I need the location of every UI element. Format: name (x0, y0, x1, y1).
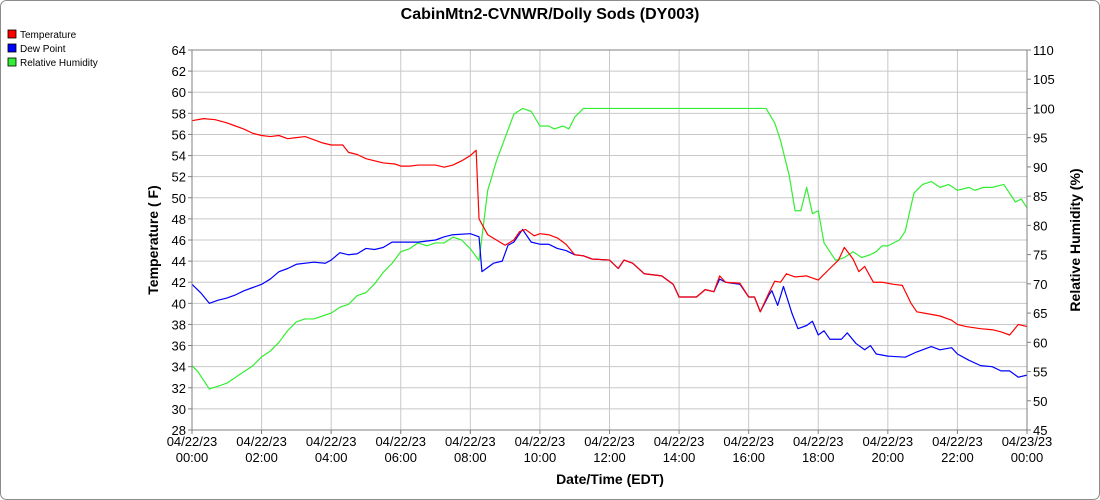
y-tick-label-left: 50 (172, 191, 186, 206)
x-tick-label-date: 04/22/23 (584, 434, 635, 449)
y-tick-label-right: 105 (1033, 72, 1055, 87)
y-tick-label-left: 54 (172, 149, 186, 164)
y-tick-label-left: 30 (172, 402, 186, 417)
x-axis-label: Date/Time (EDT) (556, 471, 664, 487)
y-tick-label-right: 100 (1033, 101, 1055, 116)
x-tick-label-date: 04/22/23 (236, 434, 287, 449)
legend-swatch-temperature (7, 29, 17, 39)
y-tick-label-left: 38 (172, 317, 186, 332)
x-tick-label-date: 04/22/23 (375, 434, 426, 449)
x-tick-label-date: 04/22/23 (793, 434, 844, 449)
y-tick-label-left: 44 (172, 254, 186, 269)
y-tick-label-left: 36 (172, 339, 186, 354)
y-tick-label-right: 55 (1033, 365, 1047, 380)
x-tick-label-date: 04/23/23 (1002, 434, 1053, 449)
y-tick-label-left: 34 (172, 360, 186, 375)
y-tick-label-right: 95 (1033, 131, 1047, 146)
chart-title: CabinMtn2-CVNWR/Dolly Sods (DY003) (401, 6, 700, 23)
x-tick-label-date: 04/22/23 (515, 434, 566, 449)
y-tick-label-right: 60 (1033, 335, 1047, 350)
x-tick-label-date: 04/22/23 (306, 434, 357, 449)
y-tick-label-right: 45 (1033, 423, 1047, 438)
x-tick-label-date: 04/22/23 (445, 434, 496, 449)
x-tick-label-time: 14:00 (663, 450, 696, 465)
y-tick-label-left: 58 (172, 106, 186, 121)
legend-label-relative-humidity: Relative Humidity (20, 58, 98, 69)
x-tick-label-date: 04/22/23 (654, 434, 705, 449)
temperature-line (191, 118, 1028, 336)
y-tick-label-left: 52 (172, 170, 186, 185)
legend-label-dew-point: Dew Point (20, 44, 66, 55)
x-tick-label-time: 00:00 (176, 450, 209, 465)
x-tick-label-date: 04/22/23 (932, 434, 983, 449)
x-tick-label-time: 12:00 (593, 450, 626, 465)
legend-label-temperature: Temperature (20, 30, 77, 41)
y-tick-label-right: 75 (1033, 248, 1047, 263)
y-tick-label-right: 90 (1033, 160, 1047, 175)
x-tick-label-time: 04:00 (315, 450, 348, 465)
x-tick-label-time: 06:00 (384, 450, 417, 465)
y-tick-label-right: 80 (1033, 218, 1047, 233)
x-tick-label-time: 22:00 (941, 450, 974, 465)
x-tick-label-time: 02:00 (245, 450, 278, 465)
x-tick-label-time: 10:00 (524, 450, 557, 465)
x-tick-label-date: 04/22/23 (167, 434, 218, 449)
y-tick-label-left: 56 (172, 127, 186, 142)
legend-swatch-dew-point (7, 43, 17, 53)
y-tick-label-left: 60 (172, 85, 186, 100)
y-tick-label-left: 42 (172, 275, 186, 290)
relative-humidity-line (191, 107, 1028, 390)
y-tick-label-left: 46 (172, 233, 186, 248)
y-tick-label-right: 85 (1033, 189, 1047, 204)
y-tick-label-left: 64 (172, 43, 186, 58)
legend-swatch-relative-humidity (7, 57, 17, 67)
x-tick-label-time: 08:00 (454, 450, 487, 465)
y-tick-label-right: 110 (1033, 43, 1054, 58)
y-axis-label-left: Temperature ( F) (145, 185, 161, 294)
x-tick-label-time: 20:00 (872, 450, 905, 465)
y-tick-label-left: 48 (172, 212, 186, 227)
x-tick-label-time: 00:00 (1011, 450, 1044, 465)
legend: Temperature Dew Point Relative Humidity (7, 29, 98, 69)
y-tick-label-left: 32 (172, 381, 186, 396)
y-tick-label-left: 40 (172, 296, 186, 311)
axes: 28 30 32 34 36 38 40 42 44 46 48 50 52 54 56 58 60 62 64 45… (167, 43, 1055, 465)
y-tick-label-right: 65 (1033, 306, 1047, 321)
x-tick-label-time: 16:00 (732, 450, 765, 465)
y-tick-label-left: 28 (172, 423, 186, 438)
series-layer (191, 107, 1028, 390)
y-axis-label-right: Relative Humidity (%) (1067, 168, 1083, 311)
y-tick-label-left: 62 (172, 64, 186, 79)
x-tick-label-time: 18:00 (802, 450, 835, 465)
y-tick-label-right: 70 (1033, 277, 1047, 292)
x-tick-label-date: 04/22/23 (863, 434, 914, 449)
x-tick-label-date: 04/22/23 (723, 434, 774, 449)
y-tick-label-right: 50 (1033, 394, 1047, 409)
